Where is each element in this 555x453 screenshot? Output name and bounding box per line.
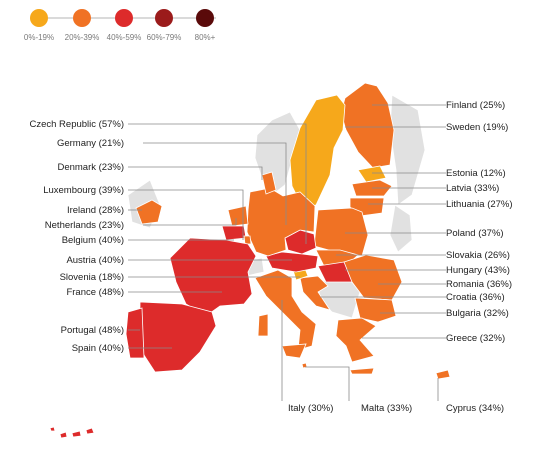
canary-island-1 [59,431,68,439]
leader-malta [305,366,350,401]
label-spain: Spain (40%) [72,343,124,354]
label-estonia: Estonia (12%) [446,168,506,179]
country-croatia [299,275,331,311]
label-lithuania: Lithuania (27%) [446,199,513,210]
leader-germany [143,142,287,225]
country-bulgaria [354,297,397,323]
label-hungary: Hungary (43%) [446,265,510,276]
country-denmark [261,171,277,195]
label-germany: Germany (21%) [57,138,124,149]
country-austria [265,251,319,273]
canary-island-3 [85,427,95,435]
legend-label-3: 60%-79% [147,33,182,42]
country-labels: Finland (25%) Sweden (19%) Estonia (12%)… [29,100,512,414]
legend-swatch-4 [196,9,214,27]
country-luxembourg [243,235,252,245]
eu-countries [125,82,451,380]
country-spain [139,301,217,373]
label-poland: Poland (37%) [446,228,504,239]
country-greece [335,317,377,363]
country-sweden [289,94,346,209]
russia-region [389,94,426,206]
label-portugal: Portugal (48%) [61,325,124,336]
label-bulgaria: Bulgaria (32%) [446,308,509,319]
legend-label-0: 0%-19% [24,33,54,42]
label-austria: Austria (40%) [66,255,124,266]
country-italy-sardinia [257,313,269,337]
country-italy-sicily [281,343,307,359]
belarus-region [389,204,413,253]
country-ireland [135,199,163,225]
country-greece-crete [349,367,375,375]
canary-island-2 [71,430,82,438]
outlying-islands [49,426,95,439]
country-poland [313,207,369,257]
country-netherlands [227,205,249,227]
leader-denmark [128,166,263,180]
label-belgium: Belgium (40%) [62,235,124,246]
country-cyprus [435,369,451,380]
label-romania: Romania (36%) [446,279,512,290]
legend-swatch-3 [155,9,173,27]
label-ireland: Ireland (28%) [67,205,124,216]
leader-lines [128,104,446,401]
country-estonia [357,165,387,183]
legend: 0%-19% 20%-39% 40%-59% 60%-79% 80%+ [24,9,216,42]
label-slovenia: Slovenia (18%) [60,272,124,283]
label-finland: Finland (25%) [446,100,505,111]
label-croatia: Croatia (36%) [446,292,505,303]
label-italy: Italy (30%) [288,403,333,414]
country-portugal [125,307,145,359]
label-slovakia: Slovakia (26%) [446,250,510,261]
label-cyprus: Cyprus (34%) [446,403,504,414]
legend-swatch-0 [30,9,48,27]
legend-swatch-2 [115,9,133,27]
label-czech-republic: Czech Republic (57%) [29,119,124,130]
label-netherlands: Netherlands (23%) [45,220,124,231]
legend-label-4: 80%+ [195,33,216,42]
madeira-island [49,426,56,432]
leader-netherlands [143,218,237,226]
label-denmark: Denmark (23%) [57,162,124,173]
leader-luxembourg [128,189,244,240]
label-france: France (48%) [66,287,124,298]
leader-czech [128,123,307,244]
country-finland [340,82,395,169]
label-sweden: Sweden (19%) [446,122,508,133]
label-luxembourg: Luxembourg (39%) [43,185,124,196]
legend-swatch-1 [73,9,91,27]
label-malta: Malta (33%) [361,403,412,414]
legend-label-2: 40%-59% [107,33,142,42]
label-greece: Greece (32%) [446,333,505,344]
country-belgium [221,225,247,241]
legend-label-1: 20%-39% [65,33,100,42]
label-latvia: Latvia (33%) [446,183,499,194]
country-romania [343,254,403,301]
